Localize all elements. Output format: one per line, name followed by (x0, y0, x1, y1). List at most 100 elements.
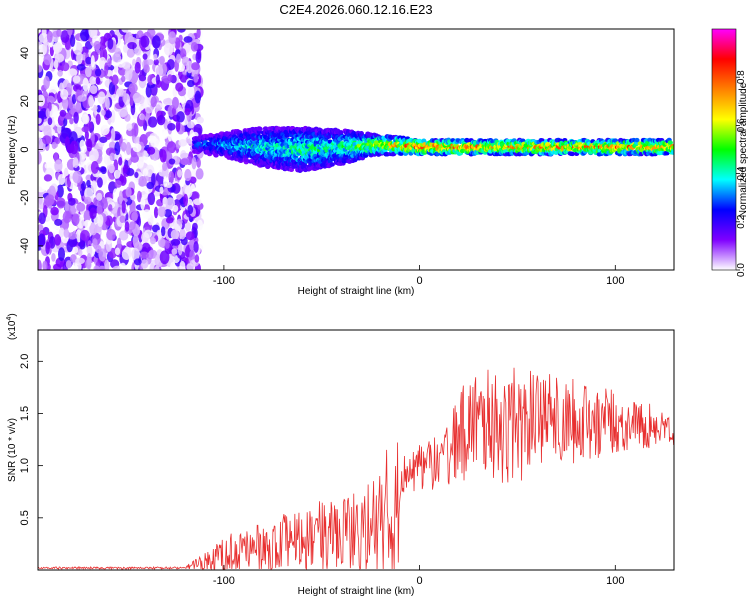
noise-cell (176, 111, 185, 123)
noise-cell (137, 156, 145, 168)
noise-cell (126, 123, 133, 131)
y-tick-label: 40 (19, 47, 31, 59)
noise-cell (113, 133, 121, 141)
snr-series-line (38, 367, 674, 570)
noise-cell (86, 179, 91, 188)
noise-cell (97, 214, 104, 227)
noise-cell (184, 168, 192, 182)
noise-cell (114, 141, 121, 156)
noise-cell (45, 194, 55, 206)
noise-cell (165, 197, 176, 210)
noise-cell (111, 93, 118, 102)
noise-cell (168, 170, 175, 183)
x-tick-label: 0 (417, 275, 423, 287)
noise-cell (38, 137, 44, 151)
noise-cell (191, 62, 200, 71)
x-tick-label: -100 (213, 575, 235, 587)
noise-cell (122, 91, 128, 104)
noise-cell (38, 224, 44, 232)
noise-cell (52, 105, 59, 119)
noise-cell (184, 221, 192, 232)
noise-cell (68, 197, 76, 206)
noise-cell (45, 108, 50, 118)
noise-cell (82, 77, 89, 92)
noise-cell (153, 58, 159, 66)
noise-cell (193, 241, 199, 253)
spectrogram-y-label: Frequency (Hz) (7, 116, 18, 185)
signal-cell (421, 138, 427, 143)
noise-cell (169, 262, 176, 270)
noise-cell (93, 197, 98, 206)
noise-cell (51, 252, 56, 262)
noise-cell (121, 200, 126, 214)
noise-cell (76, 52, 83, 65)
noise-cell (54, 159, 63, 173)
noise-cell (162, 130, 169, 139)
noise-cell (185, 84, 195, 99)
noise-cell (83, 220, 89, 228)
noise-cell (170, 238, 181, 246)
noise-cell (175, 120, 181, 133)
y-tick-label: 2.0 (19, 354, 31, 369)
x-tick-label: 100 (606, 275, 624, 287)
noise-cell (123, 44, 128, 53)
noise-cell (108, 204, 113, 211)
noise-cell (71, 213, 80, 226)
noise-cell (70, 140, 79, 155)
noise-cell (170, 229, 180, 240)
noise-cell (140, 113, 146, 121)
colorbar-tick-label: 0.8 (736, 70, 747, 84)
noise-cell (132, 92, 142, 104)
noise-cell (96, 192, 103, 201)
noise-cell (167, 74, 173, 82)
snr-frame (37, 329, 675, 571)
noise-cell (69, 34, 76, 47)
noise-cell (171, 96, 179, 109)
noise-cell (108, 141, 117, 150)
noise-cell (86, 253, 92, 266)
noise-cell (134, 171, 139, 179)
noise-cell (43, 75, 50, 90)
noise-cell (57, 247, 66, 261)
noise-cell (107, 37, 114, 50)
colorbar-label: Normalized spectral amplitude (738, 82, 749, 217)
colorbar: 0.0 0.2 0.4 0.6 0.8 Normalized spectral ampl… (711, 28, 749, 277)
noise-cell (120, 141, 127, 152)
noise-cell (186, 79, 195, 88)
colorbar-tick-label: 0.6 (736, 118, 747, 132)
noise-cell (195, 168, 204, 180)
noise-cell (75, 257, 85, 265)
signal-cell (338, 130, 344, 135)
noise-cell (86, 138, 93, 152)
snr-y-ticks: 0.5 1.0 1.5 2.0 (19, 354, 43, 525)
noise-cell (76, 63, 86, 71)
noise-cell (72, 157, 79, 169)
signal-cell (667, 140, 673, 145)
noise-cell (113, 169, 121, 179)
noise-cell (136, 190, 142, 203)
noise-cell (71, 94, 77, 105)
noise-cell (109, 152, 115, 161)
noise-cell (155, 74, 160, 85)
noise-cell (57, 69, 63, 77)
noise-cell (142, 53, 148, 60)
noise-cell (145, 106, 153, 114)
colorbar-tick-label: 0.4 (736, 166, 747, 180)
noise-cell (43, 174, 53, 182)
noise-cell (93, 265, 100, 270)
noise-cell (65, 260, 72, 269)
x-tick-label: -100 (213, 275, 235, 287)
noise-cell (118, 156, 123, 166)
noise-cell (164, 241, 170, 249)
noise-cell (196, 219, 203, 231)
x-tick-label: 0 (417, 575, 423, 587)
noise-cell (189, 238, 195, 251)
chart-title: C2E4.2026.060.12.16.E23 (279, 2, 432, 17)
signal-cell (670, 150, 674, 155)
noise-cell (175, 82, 184, 92)
snr-y-label: SNR (10 * v/v) (7, 418, 18, 482)
noise-cell (145, 84, 152, 98)
signal-cell (569, 151, 575, 157)
noise-cell (89, 154, 95, 161)
noise-cell (48, 86, 58, 95)
